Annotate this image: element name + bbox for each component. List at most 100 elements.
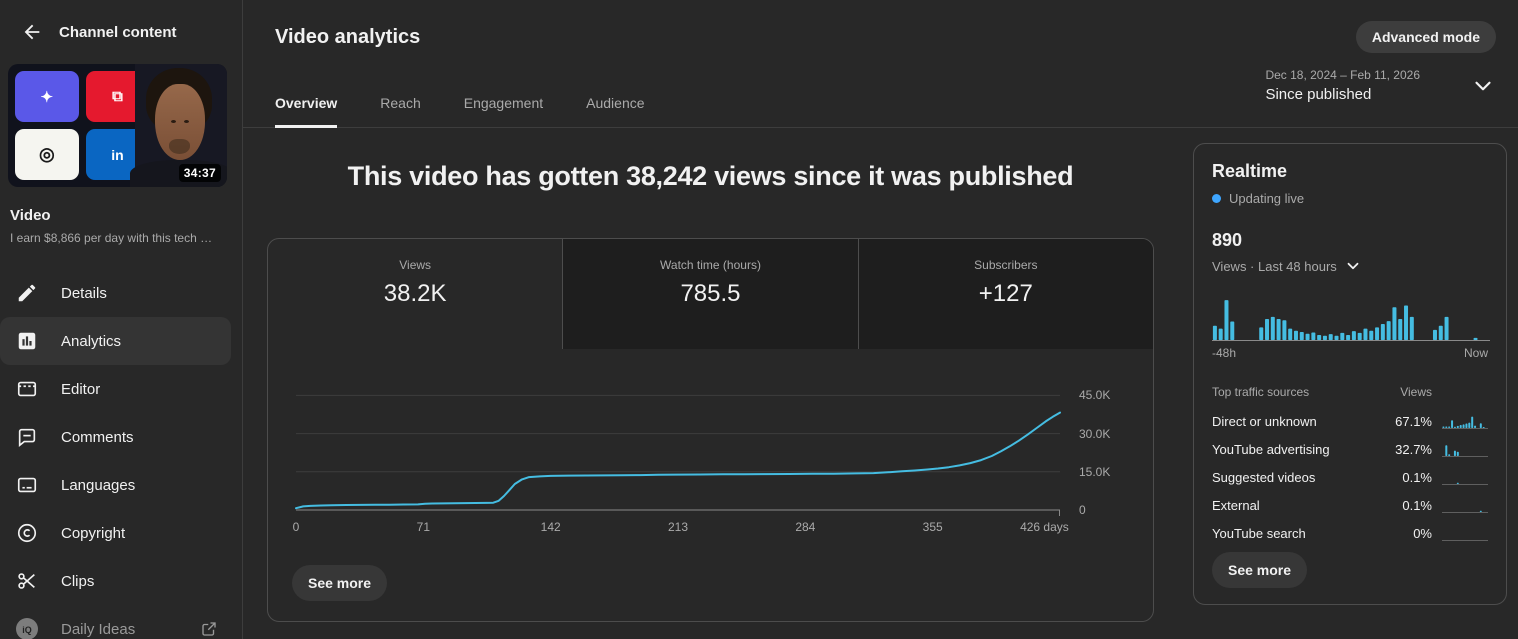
sidebar-nav: Details Analytics Editor Comments bbox=[0, 269, 242, 639]
source-views: 0.1% bbox=[1402, 469, 1432, 485]
sparkline bbox=[1442, 482, 1488, 485]
sidebar-item-label: Editor bbox=[61, 380, 101, 398]
sidebar-item-label: Daily Ideas bbox=[61, 620, 136, 638]
tab-overview[interactable]: Overview bbox=[275, 95, 338, 128]
realtime-title: Realtime bbox=[1212, 161, 1288, 181]
realtime-views-selector[interactable]: Views · Last 48 hours bbox=[1212, 257, 1488, 275]
analytics-icon bbox=[15, 329, 39, 353]
sidebar-item-analytics[interactable]: Analytics bbox=[0, 317, 231, 365]
sidebar-item-editor[interactable]: Editor bbox=[0, 365, 242, 413]
svg-text:iQ: iQ bbox=[22, 625, 32, 635]
metric-tabs: Views 38.2K Watch time (hours) 785.5 Sub… bbox=[268, 239, 1153, 349]
video-title: I earn $8,866 per day with this tech … bbox=[10, 231, 213, 245]
analytics-tabs: Overview Reach Engagement Audience bbox=[275, 95, 645, 128]
sidebar-item-details[interactable]: Details bbox=[0, 269, 242, 317]
metric-value: +127 bbox=[978, 280, 1033, 307]
realtime-status: Updating live bbox=[1212, 191, 1488, 206]
sidebar-item-comments[interactable]: Comments bbox=[0, 413, 242, 461]
date-range-picker[interactable]: Dec 18, 2024 – Feb 11, 2026 Since publis… bbox=[1265, 68, 1496, 103]
updating-live-label: Updating live bbox=[1229, 191, 1305, 206]
metric-tab-watch-time[interactable]: Watch time (hours) 785.5 bbox=[562, 239, 858, 349]
realtime-axis: -48h Now bbox=[1212, 346, 1488, 360]
col-sources: Top traffic sources bbox=[1212, 385, 1310, 399]
channel-content-title: Channel content bbox=[59, 23, 177, 41]
main-content: Video analytics Advanced mode Dec 18, 20… bbox=[243, 0, 1518, 639]
live-dot-icon bbox=[1212, 194, 1221, 203]
table-row: External 0.1% bbox=[1212, 491, 1488, 519]
metric-tab-views[interactable]: Views 38.2K bbox=[268, 239, 562, 349]
back-arrow-icon bbox=[21, 21, 43, 43]
axis-left-label: -48h bbox=[1212, 346, 1237, 360]
table-row: YouTube advertising 32.7% bbox=[1212, 435, 1488, 463]
sidebar: Channel content ✦ ⧉ ◍ ◎ in E 34:37 Video… bbox=[0, 0, 243, 639]
line-chart-x-axis: 0 71 142 213 284 355 426 days bbox=[292, 520, 1069, 534]
see-more-button[interactable]: See more bbox=[1212, 552, 1308, 588]
date-range: Dec 18, 2024 – Feb 11, 2026 bbox=[1265, 68, 1420, 82]
table-row: Suggested videos 0.1% bbox=[1212, 463, 1488, 491]
copyright-icon bbox=[15, 521, 39, 545]
thumbnail-tile-wave: ◎ bbox=[15, 129, 79, 180]
source-views: 0% bbox=[1413, 525, 1432, 541]
sidebar-item-label: Languages bbox=[61, 476, 136, 494]
sidebar-item-clips[interactable]: Clips bbox=[0, 557, 242, 605]
col-views: Views bbox=[1400, 385, 1432, 399]
sparkline bbox=[1442, 510, 1488, 513]
realtime-panel: Realtime Updating live 890 Views · Last … bbox=[1193, 143, 1507, 605]
chevron-down-icon bbox=[1470, 73, 1496, 99]
page-title: Video analytics bbox=[275, 26, 421, 48]
sidebar-item-languages[interactable]: Languages bbox=[0, 461, 242, 509]
source-name: Direct or unknown bbox=[1212, 413, 1317, 429]
sparkline bbox=[1442, 540, 1488, 541]
video-section-label: Video bbox=[10, 207, 51, 224]
realtime-views-value: 890 bbox=[1212, 230, 1243, 250]
scissors-icon bbox=[15, 569, 39, 593]
sidebar-item-label: Analytics bbox=[61, 332, 122, 350]
editor-icon bbox=[15, 377, 39, 401]
back-button[interactable] bbox=[12, 12, 52, 52]
sidebar-header: Channel content bbox=[0, 0, 242, 64]
tab-engagement[interactable]: Engagement bbox=[463, 95, 544, 111]
source-views: 67.1% bbox=[1395, 413, 1432, 429]
tab-audience[interactable]: Audience bbox=[586, 95, 645, 111]
comment-icon bbox=[15, 425, 39, 449]
main-header: Video analytics Advanced mode Dec 18, 20… bbox=[243, 0, 1518, 128]
see-more-button[interactable]: See more bbox=[292, 565, 388, 601]
thumbnail-tile-sparkle: ✦ bbox=[15, 71, 79, 122]
sidebar-item-daily-ideas[interactable]: iQ Daily Ideas bbox=[0, 605, 242, 639]
metric-label: Watch time (hours) bbox=[660, 258, 761, 272]
content-row: This video has gotten 38,242 views since… bbox=[243, 128, 1518, 622]
views-line-chart[interactable] bbox=[295, 389, 1061, 516]
source-views: 32.7% bbox=[1395, 441, 1432, 457]
source-name: YouTube advertising bbox=[1212, 441, 1330, 457]
sidebar-item-label: Comments bbox=[61, 428, 134, 446]
axis-right-label: Now bbox=[1463, 346, 1488, 360]
metric-label: Views bbox=[399, 258, 432, 272]
subtitles-icon bbox=[15, 473, 39, 497]
tab-reach[interactable]: Reach bbox=[380, 95, 421, 111]
vidiq-icon: iQ bbox=[15, 617, 39, 639]
key-metrics-card: Views 38.2K Watch time (hours) 785.5 Sub… bbox=[267, 238, 1154, 622]
advanced-mode-button[interactable]: Advanced mode bbox=[1355, 21, 1496, 53]
metric-value: 38.2K bbox=[383, 280, 447, 307]
source-name: YouTube search bbox=[1212, 525, 1306, 541]
traffic-sources-table: Top traffic sources Views Direct or unkn… bbox=[1212, 385, 1488, 547]
sidebar-item-copyright[interactable]: Copyright bbox=[0, 509, 242, 557]
line-chart-y-axis: 0 15.0K 30.0K 45.0K bbox=[1079, 388, 1111, 517]
source-name: External bbox=[1212, 497, 1260, 513]
table-row: YouTube search 0% bbox=[1212, 519, 1488, 547]
date-range-text: Dec 18, 2024 – Feb 11, 2026 Since publis… bbox=[1265, 68, 1420, 103]
source-views: 0.1% bbox=[1402, 497, 1432, 513]
sparkline bbox=[1442, 416, 1488, 429]
metric-tab-subscribers[interactable]: Subscribers +127 bbox=[857, 239, 1153, 349]
sparkline bbox=[1442, 445, 1488, 457]
views-chart-area: 0 15.0K 30.0K 45.0K 0 71 142 213 284 355 426 days bbox=[268, 388, 1153, 554]
traffic-table-header: Top traffic sources Views bbox=[1212, 385, 1488, 399]
table-row: Direct or unknown 67.1% bbox=[1212, 407, 1488, 435]
sidebar-item-label: Copyright bbox=[61, 524, 126, 542]
external-link-icon bbox=[200, 620, 218, 638]
pencil-icon bbox=[15, 281, 39, 305]
metric-value: 785.5 bbox=[680, 280, 741, 307]
realtime-bar-chart[interactable] bbox=[1212, 295, 1490, 341]
video-thumbnail[interactable]: ✦ ⧉ ◍ ◎ in E 34:37 bbox=[8, 64, 227, 187]
